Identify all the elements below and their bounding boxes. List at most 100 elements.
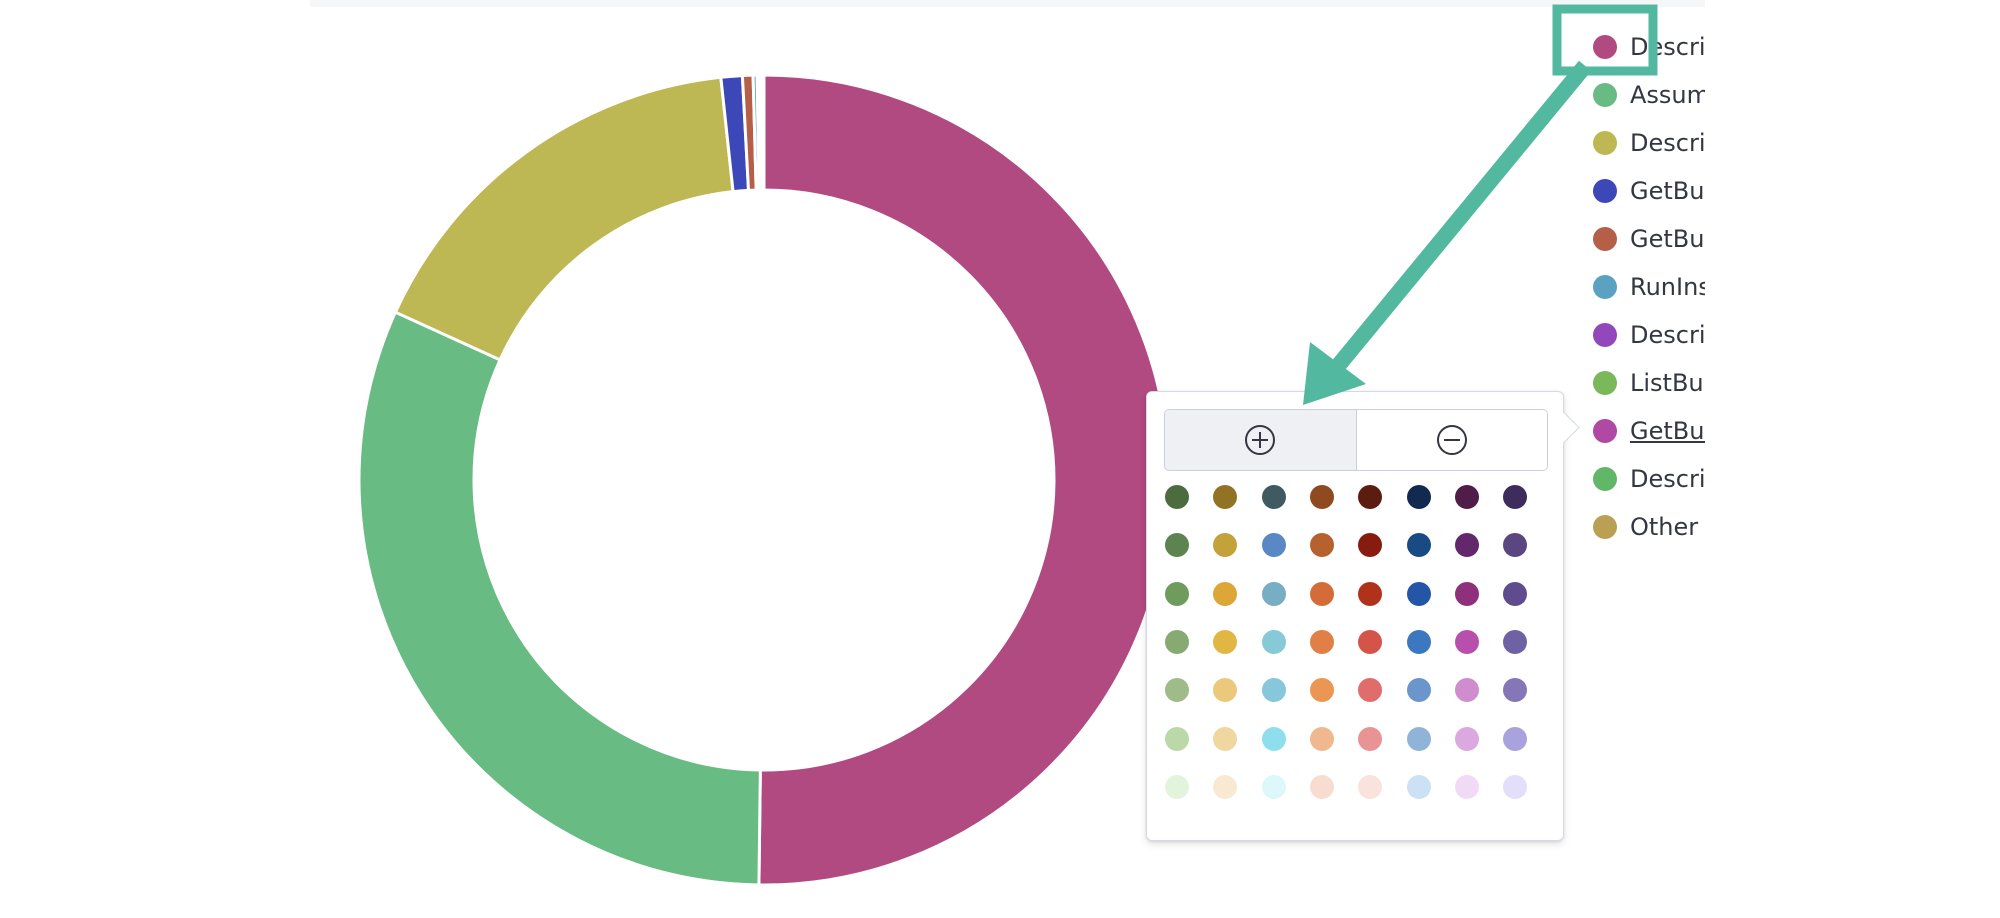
- legend-color-dot[interactable]: [1593, 467, 1617, 491]
- color-swatch[interactable]: [1165, 485, 1189, 509]
- color-swatch[interactable]: [1358, 726, 1383, 751]
- donut-slice[interactable]: [761, 73, 766, 192]
- legend-item[interactable]: Descri: [1593, 27, 1705, 67]
- legend-label[interactable]: Descri: [1630, 321, 1705, 349]
- color-swatch[interactable]: [1213, 581, 1238, 606]
- legend-color-dot[interactable]: [1593, 371, 1617, 395]
- color-swatch[interactable]: [1309, 774, 1334, 799]
- color-swatch[interactable]: [1261, 629, 1286, 654]
- color-swatch[interactable]: [1165, 581, 1189, 606]
- donut-slice[interactable]: [393, 75, 735, 362]
- color-swatch[interactable]: [1309, 581, 1334, 606]
- color-swatch[interactable]: [1165, 774, 1189, 799]
- color-swatch[interactable]: [1503, 581, 1528, 606]
- color-swatch[interactable]: [1454, 774, 1479, 799]
- color-swatch[interactable]: [1261, 485, 1286, 509]
- legend-label[interactable]: ListBuc: [1630, 369, 1705, 397]
- legend-color-dot[interactable]: [1593, 275, 1617, 299]
- zoom-in-button[interactable]: [1165, 410, 1357, 470]
- color-swatch[interactable]: [1503, 774, 1528, 799]
- legend-color-dot[interactable]: [1593, 179, 1617, 203]
- color-swatch[interactable]: [1503, 485, 1528, 509]
- legend-color-dot[interactable]: [1593, 419, 1617, 443]
- color-swatch[interactable]: [1454, 629, 1479, 654]
- legend-label[interactable]: Other: [1630, 513, 1699, 541]
- color-swatch[interactable]: [1358, 629, 1383, 654]
- legend-color-dot[interactable]: [1593, 35, 1617, 59]
- legend-color-dot[interactable]: [1593, 227, 1617, 251]
- color-swatch[interactable]: [1503, 678, 1528, 703]
- color-swatch[interactable]: [1503, 533, 1528, 558]
- color-swatch[interactable]: [1406, 485, 1431, 509]
- color-swatch[interactable]: [1454, 533, 1479, 558]
- color-swatch[interactable]: [1358, 678, 1383, 703]
- color-swatch[interactable]: [1261, 774, 1286, 799]
- legend-item[interactable]: Descri: [1593, 459, 1705, 499]
- color-swatch[interactable]: [1309, 726, 1334, 751]
- color-swatch[interactable]: [1261, 678, 1286, 703]
- legend-label[interactable]: Descri: [1630, 465, 1705, 493]
- legend-item[interactable]: Assum: [1593, 75, 1705, 115]
- legend-label[interactable]: Assum: [1630, 81, 1705, 109]
- legend-label[interactable]: Descri: [1630, 33, 1705, 61]
- legend-label[interactable]: RunIns: [1630, 273, 1705, 301]
- color-swatch[interactable]: [1213, 485, 1238, 509]
- legend-label[interactable]: GetBuc: [1630, 417, 1705, 445]
- plus-in-circle-icon: [1245, 425, 1276, 455]
- color-swatch[interactable]: [1309, 678, 1334, 703]
- zoom-button-group: [1164, 409, 1548, 471]
- color-swatch[interactable]: [1503, 629, 1528, 654]
- legend-item[interactable]: Descri: [1593, 123, 1705, 163]
- legend-item[interactable]: GetBuc: [1593, 219, 1705, 259]
- legend-item[interactable]: Other: [1593, 507, 1698, 542]
- zoom-out-button[interactable]: [1356, 410, 1547, 470]
- legend-color-dot[interactable]: [1593, 83, 1617, 107]
- color-swatch[interactable]: [1261, 581, 1286, 606]
- color-swatch[interactable]: [1454, 726, 1479, 751]
- color-swatch[interactable]: [1261, 726, 1286, 751]
- color-swatch[interactable]: [1261, 533, 1286, 558]
- color-swatch[interactable]: [1406, 533, 1431, 558]
- chart-legend: Descri Assum Descri GetBuc GetBuc RunIns…: [1593, 22, 1705, 542]
- legend-item[interactable]: ListBuc: [1593, 363, 1705, 403]
- color-swatch[interactable]: [1309, 533, 1334, 558]
- legend-color-dot[interactable]: [1593, 515, 1617, 539]
- legend-item[interactable]: Descri: [1593, 315, 1705, 355]
- color-swatch[interactable]: [1213, 678, 1238, 703]
- color-swatch[interactable]: [1309, 485, 1334, 509]
- color-swatch[interactable]: [1358, 485, 1383, 509]
- color-swatch[interactable]: [1165, 726, 1189, 751]
- color-swatch[interactable]: [1213, 629, 1238, 654]
- color-swatch[interactable]: [1358, 533, 1383, 558]
- legend-item[interactable]: RunIns: [1593, 267, 1705, 307]
- color-swatch[interactable]: [1454, 678, 1479, 703]
- color-swatch[interactable]: [1165, 678, 1189, 703]
- color-swatch[interactable]: [1406, 629, 1431, 654]
- color-swatch[interactable]: [1213, 533, 1238, 558]
- color-swatch[interactable]: [1454, 581, 1479, 606]
- color-swatch[interactable]: [1358, 581, 1383, 606]
- legend-item[interactable]: GetBuc: [1593, 171, 1705, 211]
- color-palette-grid: [1165, 485, 1549, 825]
- legend-item[interactable]: GetBuc: [1593, 411, 1705, 451]
- color-swatch[interactable]: [1358, 774, 1383, 799]
- donut-slice[interactable]: [357, 310, 762, 887]
- legend-label[interactable]: GetBuc: [1630, 225, 1705, 253]
- color-swatch[interactable]: [1454, 485, 1479, 509]
- legend-label[interactable]: Descri: [1630, 129, 1705, 157]
- color-swatch[interactable]: [1406, 774, 1431, 799]
- legend-color-dot[interactable]: [1593, 131, 1617, 155]
- color-swatch[interactable]: [1165, 533, 1189, 558]
- color-swatch[interactable]: [1406, 581, 1431, 606]
- legend-color-popover: [1146, 391, 1580, 841]
- donut-slice[interactable]: [757, 73, 1171, 887]
- legend-label[interactable]: GetBuc: [1630, 177, 1705, 205]
- color-swatch[interactable]: [1406, 726, 1431, 751]
- color-swatch[interactable]: [1213, 774, 1238, 799]
- color-swatch[interactable]: [1165, 629, 1189, 654]
- color-swatch[interactable]: [1503, 726, 1528, 751]
- color-swatch[interactable]: [1213, 726, 1238, 751]
- legend-color-dot[interactable]: [1593, 323, 1617, 347]
- color-swatch[interactable]: [1309, 629, 1334, 654]
- color-swatch[interactable]: [1406, 678, 1431, 703]
